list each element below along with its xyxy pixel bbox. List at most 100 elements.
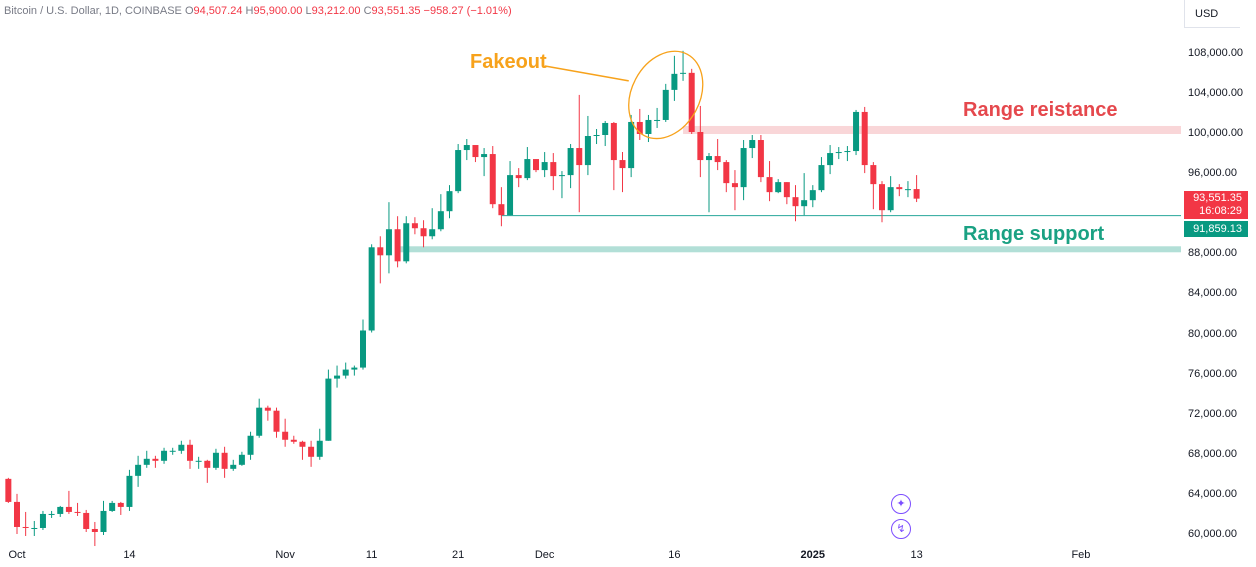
candle[interactable] xyxy=(316,428,323,460)
candle[interactable] xyxy=(126,469,133,511)
candle[interactable] xyxy=(775,179,782,194)
candle[interactable] xyxy=(74,502,81,516)
fakeout-connector[interactable] xyxy=(544,65,629,82)
candle[interactable] xyxy=(178,440,185,454)
candle[interactable] xyxy=(541,152,548,178)
candle[interactable] xyxy=(913,175,920,203)
candle[interactable] xyxy=(143,450,150,468)
candle[interactable] xyxy=(403,216,410,264)
candle[interactable] xyxy=(221,446,228,478)
candle[interactable] xyxy=(550,153,557,191)
lightning-icon[interactable]: ↯ xyxy=(891,519,911,539)
candle[interactable] xyxy=(904,181,911,198)
candle[interactable] xyxy=(39,510,46,530)
candle[interactable] xyxy=(152,455,159,468)
candle[interactable] xyxy=(394,216,401,268)
candle[interactable] xyxy=(463,139,470,161)
candle[interactable] xyxy=(636,108,643,141)
candle[interactable] xyxy=(507,161,514,216)
candle[interactable] xyxy=(628,114,635,178)
candle[interactable] xyxy=(308,440,315,467)
candle[interactable] xyxy=(870,162,877,210)
candle[interactable] xyxy=(212,448,219,470)
candle[interactable] xyxy=(91,521,98,547)
fakeout-ellipse[interactable] xyxy=(614,38,717,151)
candle[interactable] xyxy=(498,187,505,227)
candle[interactable] xyxy=(844,146,851,162)
candle[interactable] xyxy=(887,176,894,213)
candle[interactable] xyxy=(264,405,271,421)
candle[interactable] xyxy=(766,161,773,202)
candle[interactable] xyxy=(334,365,341,388)
candle[interactable] xyxy=(602,120,609,147)
candle[interactable] xyxy=(57,505,64,517)
candle[interactable] xyxy=(437,194,444,232)
candle[interactable] xyxy=(290,435,297,444)
candle[interactable] xyxy=(757,135,764,183)
candle[interactable] xyxy=(273,407,280,438)
candle[interactable] xyxy=(654,107,661,128)
candle[interactable] xyxy=(368,244,375,333)
candle[interactable] xyxy=(809,185,816,208)
candle[interactable] xyxy=(783,182,790,205)
candle[interactable] xyxy=(524,147,531,181)
candle[interactable] xyxy=(204,459,211,483)
candle[interactable] xyxy=(835,147,842,160)
candle[interactable] xyxy=(429,208,436,240)
candle[interactable] xyxy=(584,115,591,176)
candle[interactable] xyxy=(879,181,885,223)
candle[interactable] xyxy=(117,501,124,515)
candle[interactable] xyxy=(740,140,747,201)
candle[interactable] xyxy=(83,509,90,532)
candle[interactable] xyxy=(161,447,168,464)
candle[interactable] xyxy=(282,418,289,447)
candle[interactable] xyxy=(801,173,808,216)
candle[interactable] xyxy=(187,439,193,469)
candle[interactable] xyxy=(481,148,488,177)
candle[interactable] xyxy=(238,451,245,466)
range-resistance-annotation[interactable]: Range reistance xyxy=(963,99,1118,121)
candle[interactable] xyxy=(680,50,687,81)
candle[interactable] xyxy=(420,220,427,248)
candle[interactable] xyxy=(853,109,860,156)
candle[interactable] xyxy=(351,365,358,376)
candle[interactable] xyxy=(576,94,583,213)
candle[interactable] xyxy=(247,431,254,460)
candle[interactable] xyxy=(558,171,565,199)
resistance-zone[interactable] xyxy=(683,125,1181,134)
candle[interactable] xyxy=(792,185,799,222)
candle[interactable] xyxy=(65,490,72,514)
candle[interactable] xyxy=(749,135,756,159)
candle[interactable] xyxy=(48,510,55,518)
candle[interactable] xyxy=(723,160,730,193)
candle[interactable] xyxy=(515,168,522,188)
candle[interactable] xyxy=(662,83,669,122)
candle[interactable] xyxy=(22,511,29,537)
candle[interactable] xyxy=(385,202,392,274)
candle[interactable] xyxy=(818,157,825,193)
candle[interactable] xyxy=(100,500,107,535)
candle[interactable] xyxy=(230,459,237,471)
candle[interactable] xyxy=(31,520,38,537)
fakeout-annotation[interactable]: Fakeout xyxy=(470,51,547,73)
currency-button[interactable]: USD xyxy=(1184,0,1240,28)
candle[interactable] xyxy=(135,455,142,487)
support-zone[interactable] xyxy=(397,246,1182,253)
candle[interactable] xyxy=(593,128,600,145)
candle[interactable] xyxy=(861,106,868,174)
candle[interactable] xyxy=(489,146,496,209)
candle[interactable] xyxy=(697,105,704,178)
candle[interactable] xyxy=(731,170,738,211)
candle[interactable] xyxy=(472,145,479,163)
candle[interactable] xyxy=(109,500,116,512)
candle[interactable] xyxy=(195,456,202,469)
candle[interactable] xyxy=(714,139,721,171)
candle[interactable] xyxy=(671,55,678,101)
candle[interactable] xyxy=(377,236,384,284)
candle[interactable] xyxy=(533,159,539,173)
candle[interactable] xyxy=(455,144,462,194)
candle[interactable] xyxy=(567,144,574,189)
candle[interactable] xyxy=(256,398,263,438)
sparkle-icon[interactable]: ✦ xyxy=(891,494,911,514)
